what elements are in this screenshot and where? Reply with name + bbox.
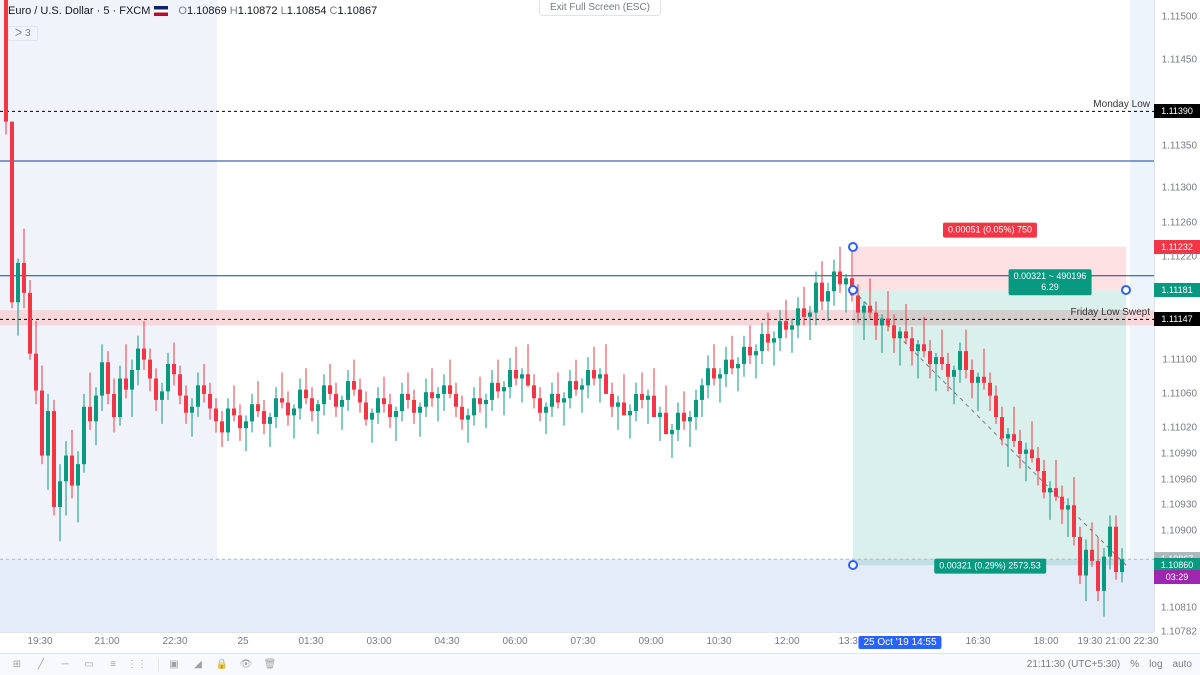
position-handle[interactable] xyxy=(1121,285,1131,295)
ohlc-readout: O1.10869 H1.10872 L1.10854 C1.10867 xyxy=(178,5,377,17)
y-tick: 1.10782 xyxy=(1161,627,1197,638)
x-tick: 09:00 xyxy=(638,636,663,647)
y-tick: 1.11450 xyxy=(1162,54,1197,65)
x-tick: 04:30 xyxy=(434,636,459,647)
draw-pattern-icon[interactable]: ⋮⋮ xyxy=(128,656,146,674)
position-handle[interactable] xyxy=(848,560,858,570)
trash-icon[interactable]: 🗑 xyxy=(261,656,279,674)
draw-rect-icon[interactable]: ▭ xyxy=(80,656,98,674)
exit-fullscreen-button[interactable]: Exit Full Screen (ESC) xyxy=(539,0,661,16)
y-tick: 1.11300 xyxy=(1162,183,1197,194)
y-tick: 1.11060 xyxy=(1162,388,1197,399)
x-tick: 25 xyxy=(237,636,248,647)
clock: 21:11:30 (UTC+5:30) xyxy=(1027,659,1120,670)
x-tick: 19:30 xyxy=(1077,636,1102,647)
y-tick: 1.10810 xyxy=(1161,603,1197,614)
draw-fib-icon[interactable]: ≡ xyxy=(104,656,122,674)
y-tick: 1.10930 xyxy=(1161,500,1197,511)
bottom-toolbar: ⊞ ╱ ─ ▭ ≡ ⋮⋮ ▣ ◢ 🔒 👁 🗑 21:11:30 (UTC+5:3… xyxy=(0,653,1200,675)
x-tick: 19:30 xyxy=(27,636,52,647)
position-handle[interactable] xyxy=(848,242,858,252)
y-tick: 1.11020 xyxy=(1162,423,1197,434)
x-tick: 10:30 xyxy=(706,636,731,647)
price-axis[interactable]: 1.115001.114501.113901.113501.113001.112… xyxy=(1154,0,1200,632)
x-tick: 01:30 xyxy=(298,636,323,647)
x-tick: 21:00 xyxy=(94,636,119,647)
trade-badge-stop[interactable]: 0.00051 (0.05%) 750 xyxy=(943,223,1037,238)
time-axis[interactable]: 19:3021:0022:302501:3003:0004:3006:0007:… xyxy=(0,632,1154,653)
draw-hline-icon[interactable]: ─ xyxy=(56,656,74,674)
x-tick: 16:30 xyxy=(965,636,990,647)
percent-toggle[interactable]: % xyxy=(1130,659,1139,670)
x-tick: 22:30 xyxy=(1133,636,1158,647)
x-tick: 18:00 xyxy=(1033,636,1058,647)
y-tick: 1.10960 xyxy=(1161,474,1197,485)
countdown-label: 03:29 xyxy=(1154,570,1200,584)
y-tick: 1.10900 xyxy=(1161,525,1197,536)
indicator-toggle[interactable]: ᐳ 3 xyxy=(8,26,38,41)
y-tick: 1.11260 xyxy=(1162,217,1197,228)
position-handle[interactable] xyxy=(848,285,858,295)
draw-line-icon[interactable]: ╱ xyxy=(32,656,50,674)
eye-icon[interactable]: 👁 xyxy=(237,656,255,674)
y-tick: 1.11100 xyxy=(1162,354,1197,365)
x-tick: 22:30 xyxy=(162,636,187,647)
log-toggle[interactable]: log xyxy=(1149,659,1162,670)
y-tick: 1.11220 xyxy=(1162,251,1197,262)
price-label: 1.11181 xyxy=(1154,283,1200,297)
price-label: 1.11390 xyxy=(1154,104,1200,118)
x-tick: 21:00 xyxy=(1105,636,1130,647)
price-chart[interactable] xyxy=(0,0,1154,632)
x-tick: 25 Oct '19 14:55 xyxy=(858,636,941,649)
auto-toggle[interactable]: auto xyxy=(1173,659,1192,670)
line-label: Monday Low xyxy=(1093,99,1150,110)
lock-icon[interactable]: 🔒 xyxy=(213,656,231,674)
x-tick: 06:00 xyxy=(502,636,527,647)
timezone-icon[interactable]: ⊞ xyxy=(8,656,26,674)
y-tick: 1.11350 xyxy=(1162,140,1197,151)
flag-icon xyxy=(154,6,168,16)
trade-badge-entry[interactable]: 0.00321 ~ 4901966.29 xyxy=(1009,270,1092,296)
magnet-icon[interactable]: ▣ xyxy=(165,656,183,674)
trade-badge-target[interactable]: 0.00321 (0.29%) 2573.53 xyxy=(934,558,1046,573)
y-tick: 1.10990 xyxy=(1161,448,1197,459)
trend-icon[interactable]: ◢ xyxy=(189,656,207,674)
line-label: Friday Low Swept xyxy=(1071,307,1150,318)
price-label: 1.11147 xyxy=(1154,312,1200,326)
x-tick: 12:00 xyxy=(774,636,799,647)
x-tick: 03:00 xyxy=(366,636,391,647)
x-tick: 07:30 xyxy=(570,636,595,647)
symbol-title[interactable]: Euro / U.S. Dollar · 5 · FXCM xyxy=(8,5,150,17)
